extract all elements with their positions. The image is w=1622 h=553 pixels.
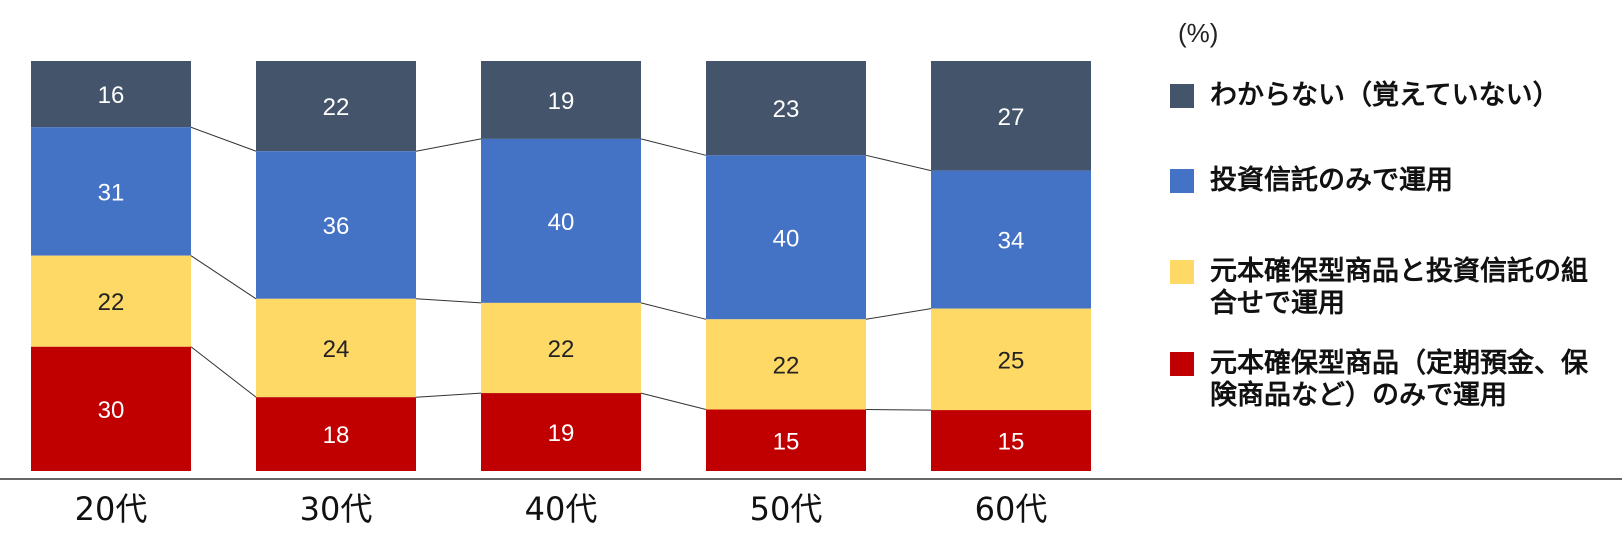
legend-label: わからない（覚えていない） xyxy=(1210,80,1560,111)
bar-segment xyxy=(706,155,866,320)
unit-label: (%) xyxy=(1178,18,1219,48)
data-label: 27 xyxy=(998,104,1025,131)
bar-segment xyxy=(256,151,416,299)
connector-line xyxy=(190,126,257,152)
bar-segment xyxy=(31,127,191,256)
data-label: 16 xyxy=(98,82,125,109)
x-tick-label: 20代 xyxy=(75,490,148,528)
data-label: 15 xyxy=(998,429,1025,456)
data-label: 40 xyxy=(773,225,800,252)
bar-segment xyxy=(931,410,1091,471)
legend-item-unknown: わからない（覚えていない） xyxy=(1170,80,1610,112)
bar-segment xyxy=(931,170,1091,309)
bar-segment xyxy=(706,61,866,156)
connector-line xyxy=(865,154,932,172)
legend-swatch xyxy=(1170,169,1194,193)
bar-segment xyxy=(31,61,191,128)
connector-line xyxy=(190,255,257,300)
data-label: 40 xyxy=(548,209,575,236)
bar-segment xyxy=(706,319,866,410)
legend-item-fund-only: 投資信託のみで運用 xyxy=(1170,165,1610,197)
bar-segment xyxy=(31,346,191,471)
data-label: 22 xyxy=(323,94,350,121)
x-tick-label: 60代 xyxy=(975,490,1048,528)
connector-line xyxy=(415,138,482,152)
data-label: 15 xyxy=(773,428,800,455)
connector-line xyxy=(190,346,257,398)
data-label: 22 xyxy=(773,352,800,379)
legend-swatch xyxy=(1170,84,1194,108)
connector-line xyxy=(415,298,482,304)
bar-segment xyxy=(706,409,866,471)
bar-segment xyxy=(931,308,1091,411)
data-label: 19 xyxy=(548,88,575,115)
connector-line xyxy=(865,308,932,320)
data-label: 19 xyxy=(548,420,575,447)
data-label: 25 xyxy=(998,347,1025,374)
data-label: 23 xyxy=(773,96,800,123)
connector-line xyxy=(640,138,707,156)
data-label: 22 xyxy=(548,336,575,363)
bar-segment xyxy=(256,61,416,152)
x-tick-label: 30代 xyxy=(300,490,373,528)
bar-segment xyxy=(481,302,641,394)
bar-segment xyxy=(481,138,641,303)
legend-label: 投資信託のみで運用 xyxy=(1210,165,1453,196)
legend-item-principal-only: 元本確保型商品（定期預金、保険商品など）のみで運用 xyxy=(1170,348,1610,412)
connector-line xyxy=(415,392,482,398)
data-label: 34 xyxy=(998,228,1025,255)
bar-segment xyxy=(481,61,641,139)
connector-line xyxy=(865,409,932,411)
connector-line xyxy=(640,302,707,320)
legend-item-mixed: 元本確保型商品と投資信託の組合せで運用 xyxy=(1170,256,1610,320)
x-tick-label: 40代 xyxy=(525,490,598,528)
legend-swatch xyxy=(1170,260,1194,284)
legend-label: 元本確保型商品と投資信託の組合せで運用 xyxy=(1210,256,1588,319)
data-label: 24 xyxy=(323,336,350,363)
data-label: 18 xyxy=(323,422,350,449)
data-label: 31 xyxy=(98,179,125,206)
bar-segment xyxy=(256,298,416,398)
legend-label: 元本確保型商品（定期預金、保険商品など）のみで運用 xyxy=(1210,348,1588,411)
bar-segment xyxy=(931,61,1091,171)
x-tick-label: 50代 xyxy=(750,490,823,528)
bar-segment xyxy=(481,393,641,471)
data-label: 30 xyxy=(98,397,125,424)
connector-line xyxy=(640,392,707,410)
bar-segment xyxy=(31,255,191,347)
bar-segment xyxy=(256,397,416,471)
data-label: 36 xyxy=(323,213,350,240)
legend-swatch xyxy=(1170,352,1194,376)
data-label: 22 xyxy=(98,289,125,316)
